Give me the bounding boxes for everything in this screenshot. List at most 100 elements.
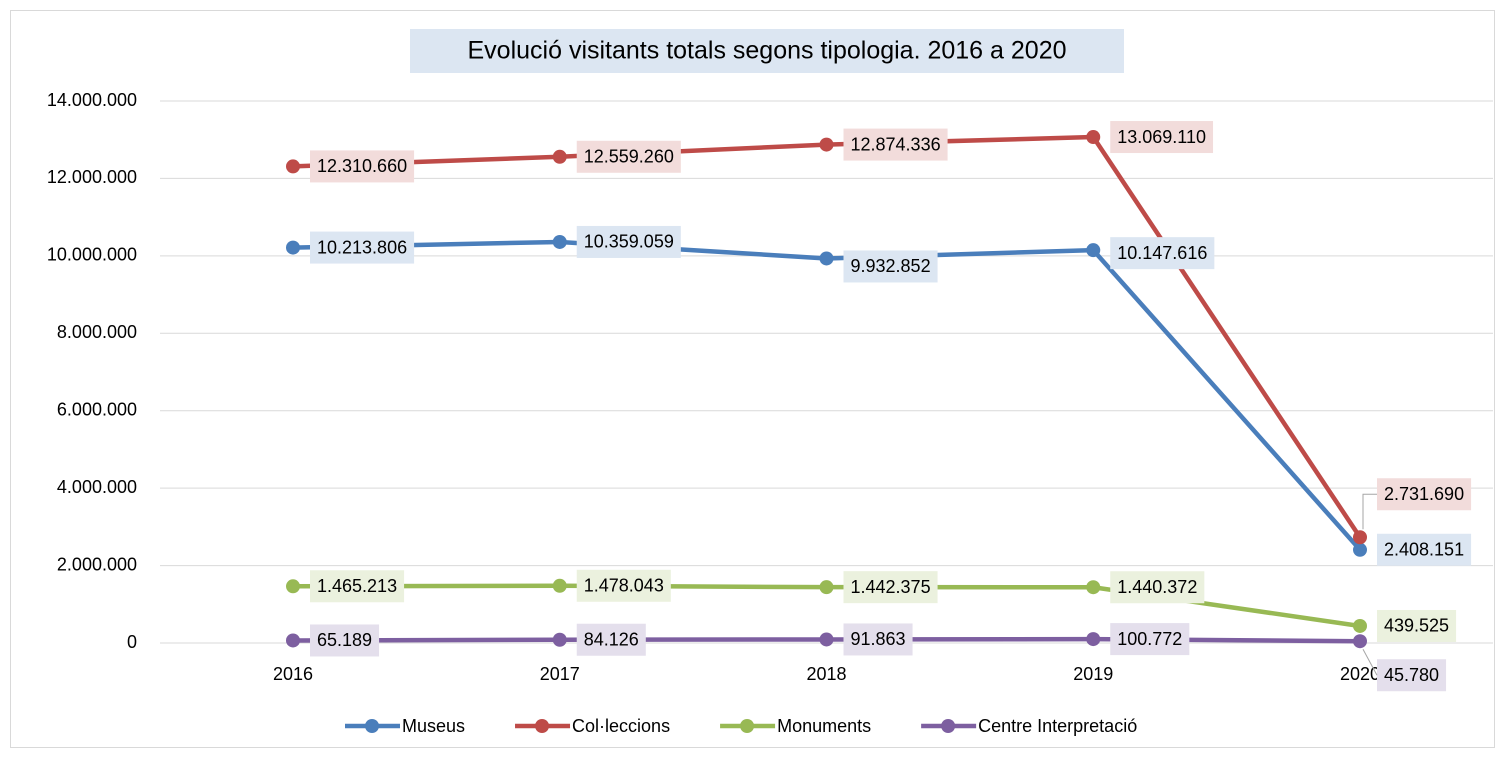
data-label: 12.874.336 (843, 128, 948, 161)
data-label-box (310, 231, 415, 264)
data-label: 9.932.852 (843, 250, 938, 283)
data-label-box (1377, 659, 1447, 692)
data-label: 10.359.059 (576, 225, 681, 258)
data-label-text: 10.213.806 (317, 237, 407, 257)
legend-label: Museus (402, 716, 465, 736)
data-label-box (1110, 623, 1190, 656)
data-point (1353, 618, 1367, 633)
data-point (552, 578, 567, 593)
chart-frame (10, 10, 1495, 748)
data-label-box (1110, 237, 1215, 270)
data-label-box (843, 128, 948, 161)
data-label: 439.525 (1377, 609, 1457, 642)
data-label: 91.863 (843, 623, 913, 656)
data-label-text: 1.478.043 (584, 576, 664, 596)
data-point (1353, 542, 1367, 557)
data-label-text: 10.147.616 (1117, 243, 1207, 263)
data-label-box (1377, 609, 1457, 642)
y-tick-label: 14.000.000 (47, 90, 137, 110)
y-tick-label: 6.000.000 (57, 399, 137, 419)
y-tick-label: 2.000.000 (57, 554, 137, 574)
data-label: 12.310.660 (310, 150, 415, 183)
legend-label: Centre Interpretació (978, 716, 1137, 736)
x-tick-label: 2020 (1340, 664, 1380, 684)
x-tick-label: 2019 (1073, 664, 1113, 684)
data-label-text: 1.465.213 (317, 576, 397, 596)
data-point (286, 159, 300, 174)
leader-line (1362, 493, 1377, 530)
data-label-box (1377, 533, 1472, 566)
x-tick-label: 2017 (540, 664, 580, 684)
data-label-box (310, 150, 415, 183)
chart-title: Evolució visitants totals segons tipolog… (468, 37, 1067, 65)
title-box (410, 29, 1124, 73)
data-label-box (576, 569, 671, 602)
legend-marker (740, 719, 755, 733)
y-tick-label: 8.000.000 (57, 322, 137, 342)
data-label-text: 45.780 (1384, 665, 1439, 685)
data-label: 1.442.375 (843, 571, 938, 604)
data-label: 2.408.151 (1377, 533, 1472, 566)
data-label: 10.213.806 (310, 231, 415, 264)
data-point (819, 251, 834, 266)
x-tick-label: 2018 (806, 664, 846, 684)
data-label: 1.465.213 (310, 570, 405, 603)
data-label: 100.772 (1110, 623, 1190, 656)
data-label-text: 65.189 (317, 630, 372, 650)
data-point (552, 632, 567, 647)
legend-marker (941, 719, 956, 733)
data-label-box (576, 140, 681, 173)
data-point (819, 580, 834, 595)
y-tick-label: 12.000.000 (47, 167, 137, 187)
data-label-text: 9.932.852 (851, 256, 931, 276)
data-label: 2.731.690 (1362, 478, 1472, 530)
data-point (1086, 243, 1101, 258)
data-point (552, 149, 567, 164)
data-label: 12.559.260 (576, 140, 681, 173)
data-label-box (310, 624, 380, 657)
data-point (286, 240, 300, 255)
data-label-text: 91.863 (851, 629, 906, 649)
data-label-text: 84.126 (584, 629, 639, 649)
data-point (819, 632, 834, 647)
data-label-box (843, 571, 938, 604)
data-label-text: 100.772 (1117, 629, 1182, 649)
data-label: 13.069.110 (1110, 121, 1214, 154)
y-tick-label: 10.000.000 (47, 245, 137, 265)
leader-line (1362, 648, 1378, 676)
data-label-box (1377, 478, 1472, 511)
data-label: 1.440.372 (1110, 571, 1205, 604)
legend-marker (535, 719, 550, 733)
data-label-text: 12.310.660 (317, 156, 407, 176)
data-label: 84.126 (576, 623, 646, 656)
y-tick-label: 0 (127, 632, 137, 652)
data-label: 1.478.043 (576, 569, 671, 602)
legend-marker (365, 719, 379, 733)
data-label-box (1110, 121, 1214, 154)
y-tick-label: 4.000.000 (57, 477, 137, 497)
data-label: 45.780 (1362, 648, 1447, 692)
legend-label: Col·leccions (572, 716, 670, 736)
data-point (1086, 632, 1101, 647)
data-point (552, 234, 567, 249)
data-label-text: 2.408.151 (1384, 540, 1464, 560)
data-label-text: 1.440.372 (1117, 577, 1197, 597)
data-label-text: 12.874.336 (851, 134, 941, 154)
data-point (1086, 130, 1101, 145)
data-label-box (576, 623, 646, 656)
x-tick-label: 2016 (273, 664, 313, 684)
data-label-box (843, 250, 938, 283)
data-label-text: 13.069.110 (1117, 127, 1206, 147)
data-label-box (310, 570, 405, 603)
data-label: 10.147.616 (1110, 237, 1215, 270)
data-point (1353, 634, 1367, 649)
data-label: 65.189 (310, 624, 380, 657)
data-label-text: 439.525 (1384, 616, 1449, 636)
data-point (286, 633, 300, 648)
data-label-text: 1.442.375 (851, 577, 931, 597)
data-label-text: 2.731.690 (1384, 484, 1464, 504)
data-point (1353, 530, 1367, 545)
data-label-box (1110, 571, 1205, 604)
data-point (819, 137, 834, 152)
